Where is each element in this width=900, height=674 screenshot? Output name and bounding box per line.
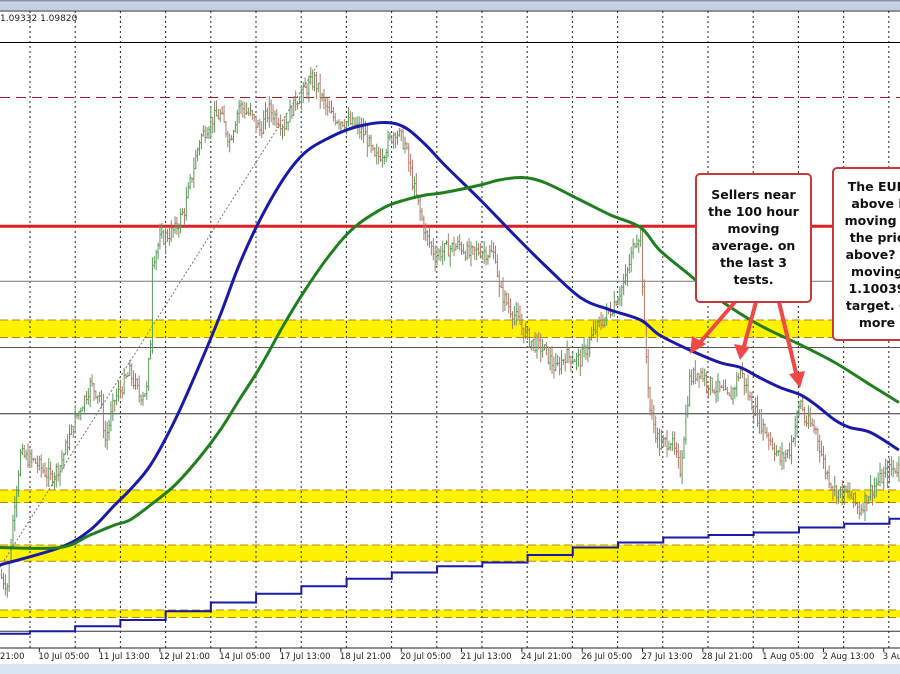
arrow-head-icon <box>789 371 805 388</box>
ohlc-readout: 1.09332 1.09820 <box>0 14 78 24</box>
trendline <box>0 63 319 568</box>
annotation-arrows <box>690 300 805 388</box>
annotation-line: the pric <box>849 230 900 245</box>
yellow-band <box>0 320 900 338</box>
status-bar <box>0 664 900 674</box>
dotted-trendline <box>0 63 319 568</box>
ma100-line <box>0 120 900 567</box>
annotation-line: the 100 hour <box>708 204 799 219</box>
annotation-line: above i <box>851 196 900 211</box>
price-bars <box>0 66 900 598</box>
annotation-line: moving <box>727 221 780 236</box>
annotation-line: The EUR <box>847 179 900 194</box>
annotation-box-sellers: Sellers near the 100 hour moving average. o… <box>695 173 812 303</box>
annotation-line: above? T <box>845 247 900 262</box>
support-resistance-bands <box>0 319 900 618</box>
annotation-line: moving a <box>844 213 900 228</box>
yellow-band <box>0 610 900 618</box>
annotation-line: 1.10039 <box>848 281 900 296</box>
annotation-box-eurusd: The EUR above i moving a the pric above? T mo… <box>832 167 900 341</box>
yellow-band <box>0 545 900 562</box>
yellow-band <box>0 490 900 503</box>
annotation-line: average. on <box>711 238 796 253</box>
annotation-line: tests. <box>733 272 774 287</box>
arrow-head-icon <box>690 336 706 354</box>
arrow-test-3 <box>777 301 799 378</box>
arrow-test-1 <box>695 300 737 348</box>
arrow-head-icon <box>734 344 750 360</box>
arrow-test-2 <box>741 301 758 351</box>
annotation-line: moving <box>851 264 900 279</box>
annotation-line: target. C <box>845 298 900 313</box>
window-title-bar <box>0 0 900 10</box>
annotation-line: more <box>858 315 896 330</box>
annotation-line: the last 3 <box>720 255 787 270</box>
annotation-line: Sellers near <box>711 187 796 202</box>
x-axis-ticks <box>38 648 885 652</box>
daily-moving-average-line <box>0 517 900 635</box>
